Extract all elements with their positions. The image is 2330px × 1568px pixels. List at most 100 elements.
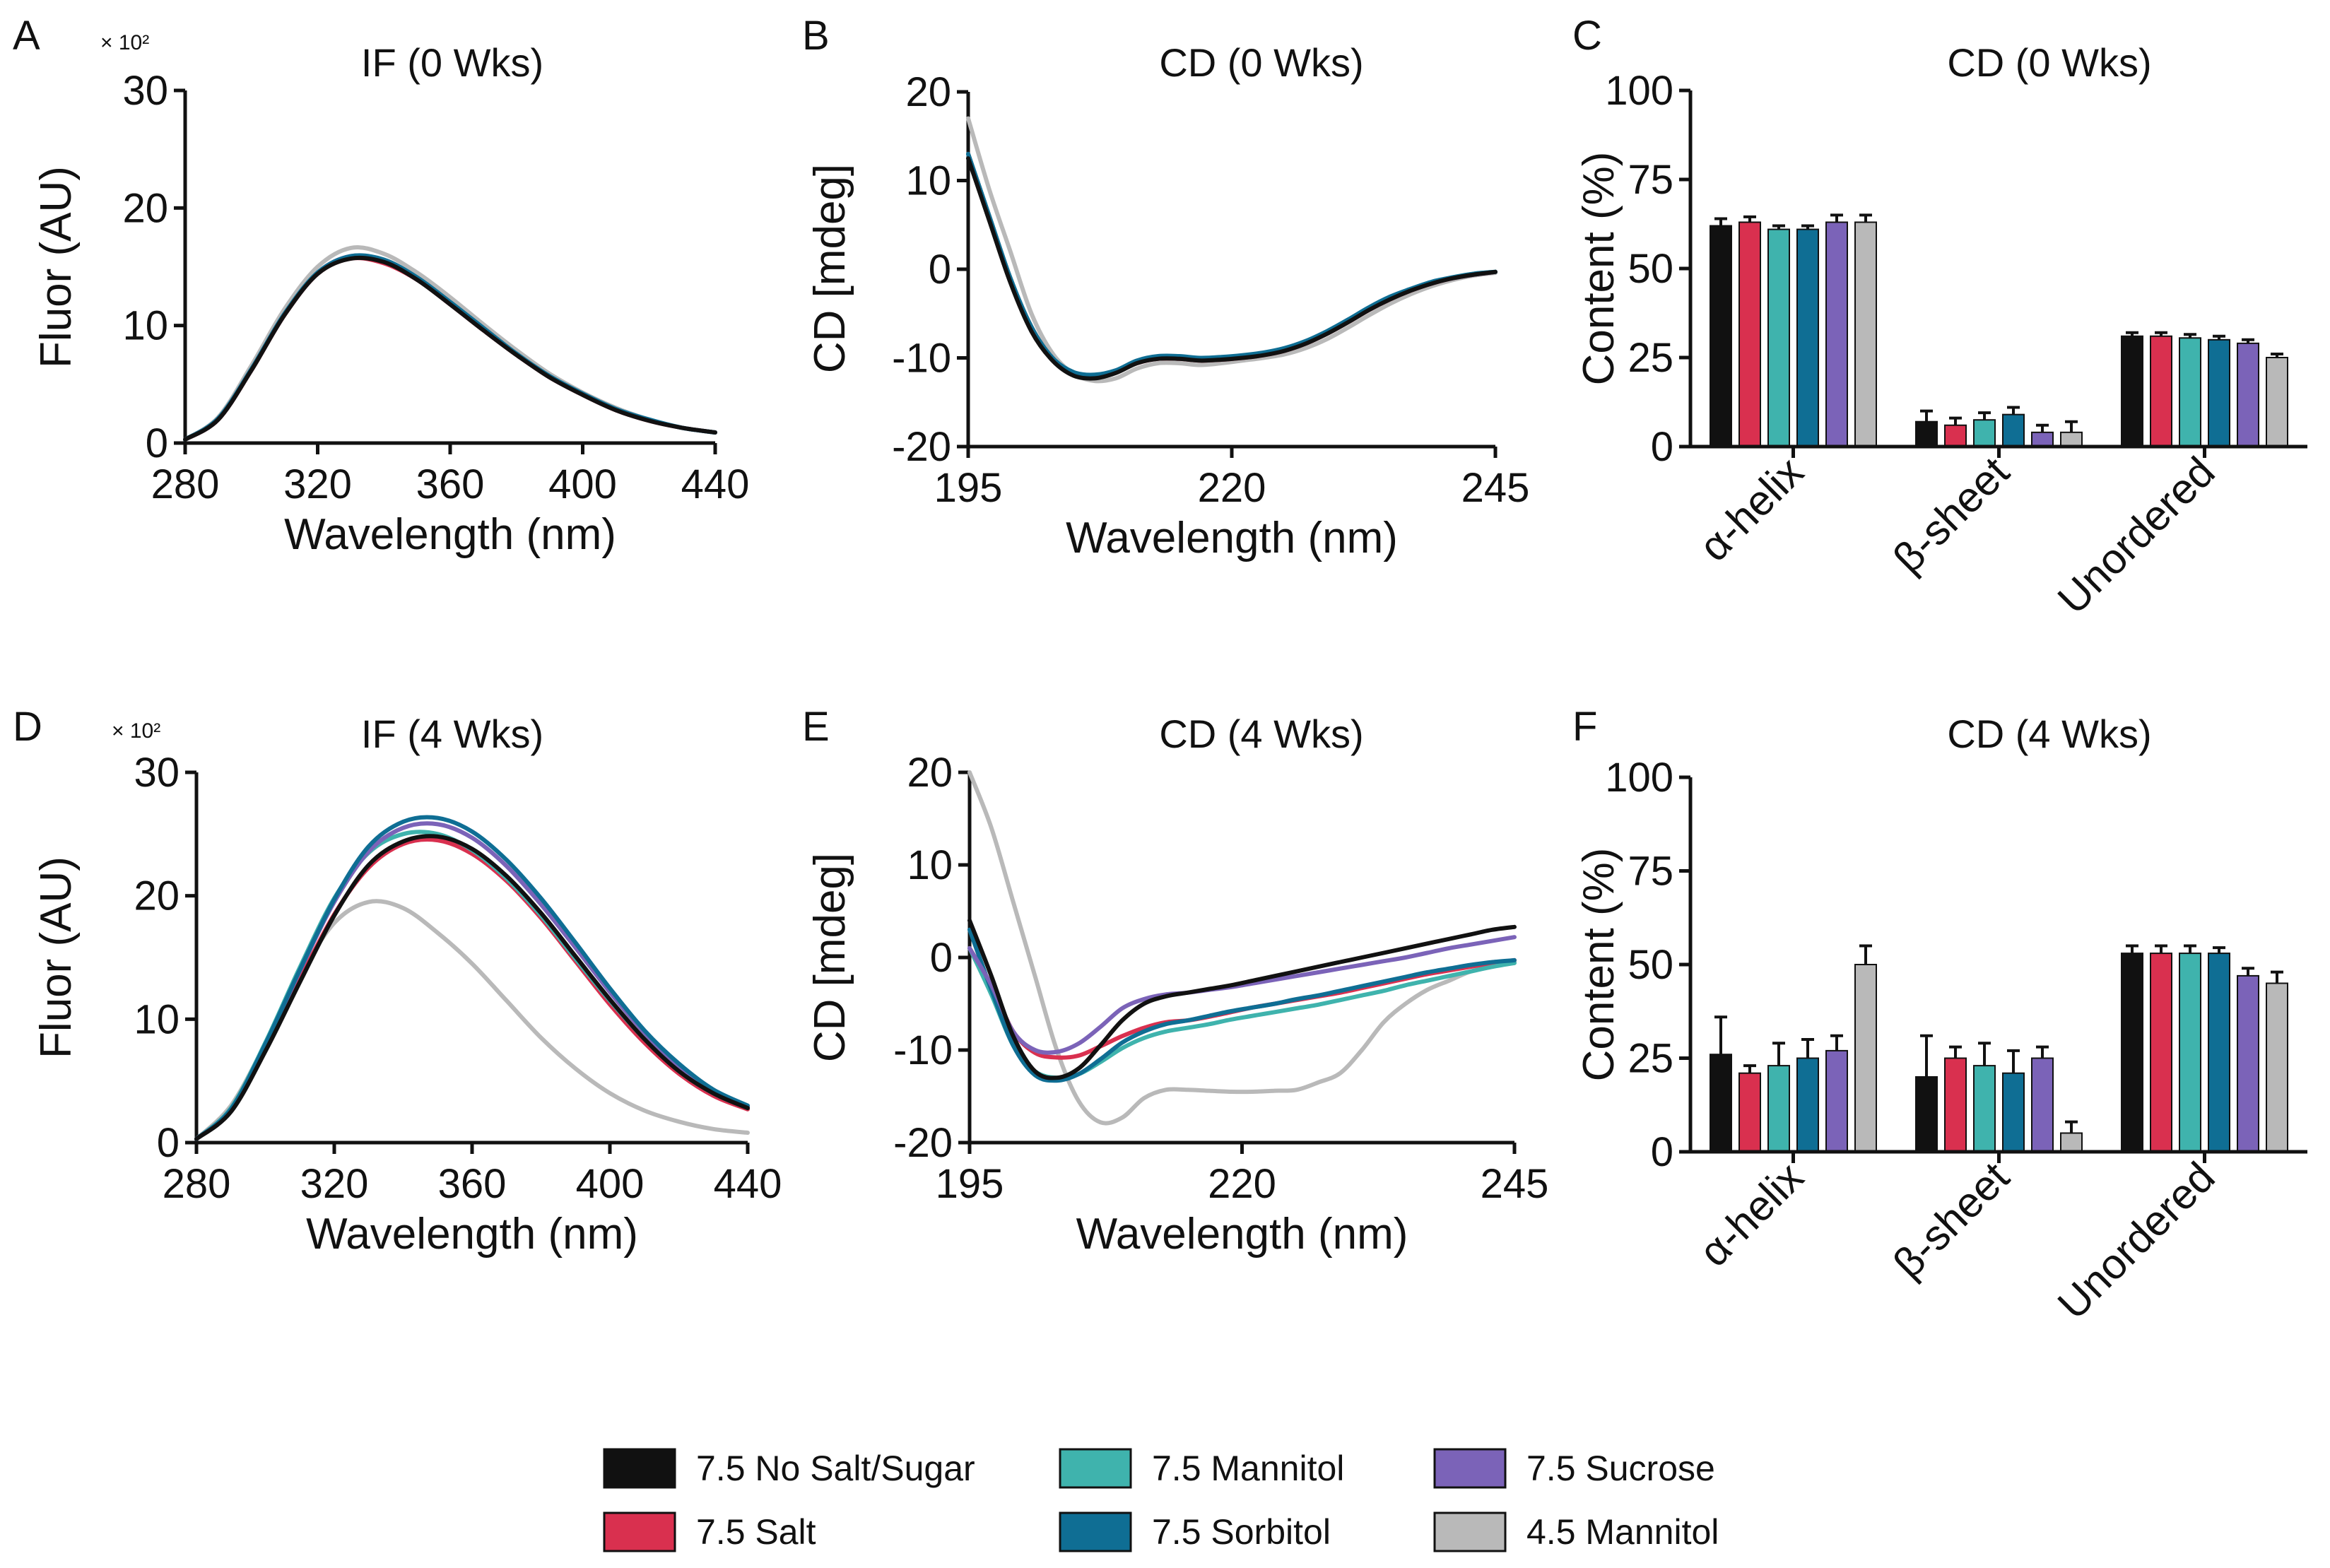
panel-e-y-tick-label: 10 <box>907 842 953 888</box>
panel-b-y-tick-label: 10 <box>905 158 951 204</box>
panel-f-bar-no_salt_sugar <box>1710 1054 1732 1153</box>
panel-a-x-axis-label: Wavelength (nm) <box>284 510 616 559</box>
legend-label-sorbitol: 7.5 Sorbitol <box>1152 1512 1331 1552</box>
panel-c-bar-no_salt_sugar <box>1710 225 1732 447</box>
panel-f-bar-sorbitol <box>2002 1072 2025 1153</box>
panel-e: E CD (4 Wks) CD [mdeg] -20 -10 0 10 20 195 220 245… <box>802 704 1548 1258</box>
panel-a-y-tick-label: 20 <box>122 185 168 231</box>
panel-b-x-axis-label: Wavelength (nm) <box>1066 514 1398 562</box>
panel-c-bar-sorbitol <box>2002 413 2025 448</box>
panel-f-bar-mannitol_45 <box>2060 1132 2083 1153</box>
panel-c-bar-mannitol_45 <box>1854 221 1877 447</box>
panel-f-y-tick-label: 100 <box>1605 755 1673 801</box>
panel-e-y-tick-label: -20 <box>893 1120 953 1166</box>
panel-c-bar-mannitol <box>2179 337 2201 447</box>
panel-d-series-line-sorbitol <box>194 815 750 1141</box>
panel-a-x-tick-label: 320 <box>283 461 352 507</box>
panel-c-bar-no_salt_sugar <box>1915 420 1938 447</box>
panel-e-series-line-mannitol_45 <box>967 770 1517 1126</box>
panel-a-y-tick-label: 10 <box>122 303 168 349</box>
panel-e-y-axis-label: CD [mdeg] <box>806 853 854 1062</box>
panel-c-y-tick-label: 75 <box>1628 157 1673 203</box>
panel-e-x-tick-label: 245 <box>1481 1161 1549 1207</box>
panel-b-y-tick-label: -20 <box>892 424 951 470</box>
legend-swatch-sucrose <box>1433 1448 1507 1489</box>
panel-c-bar-mannitol_45 <box>2060 431 2083 448</box>
panel-f-y-tick-label: 50 <box>1628 942 1673 988</box>
panel-a-y-tick-label: 30 <box>122 68 168 114</box>
panel-c-bar-salt <box>1944 424 1967 448</box>
panel-c-y-tick-label: 50 <box>1628 246 1673 292</box>
panel-c-bar-mannitol <box>1767 228 1790 447</box>
panel-e-x-axis-label: Wavelength (nm) <box>1076 1210 1408 1258</box>
panel-d-series-line-salt <box>194 837 750 1141</box>
panel-b-series-line-mannitol_45 <box>966 116 1498 384</box>
panel-b-x-tick-label: 220 <box>1198 465 1266 511</box>
panel-e-y-tick-label: 20 <box>907 750 953 796</box>
panel-d-x-tick-label: 320 <box>300 1161 369 1207</box>
panel-d-x-axis-label: Wavelength (nm) <box>306 1210 638 1258</box>
panel-d-y-tick-label: 30 <box>134 750 180 796</box>
panel-c-bar-sorbitol <box>2208 338 2230 447</box>
panel-c-bar-sucrose <box>1825 221 1848 447</box>
panel-d-x-tick-label: 360 <box>438 1161 507 1207</box>
panel-f-bar-mannitol_45 <box>1854 964 1877 1153</box>
panel-b-y-tick-label: -10 <box>892 336 951 382</box>
panel-e-x-tick-label: 220 <box>1208 1161 1276 1207</box>
panel-f-y-tick-label: 75 <box>1628 849 1673 895</box>
panel-f-letter: F <box>1572 704 1597 750</box>
panel-a-letter: A <box>13 13 40 59</box>
panel-d: D IF (4 Wks) × 10² Fluor (AU) 0 10 20 30 280 320 3… <box>13 704 782 1258</box>
panel-b-x-tick-label: 245 <box>1461 465 1530 511</box>
panel-a-x-tick-label: 400 <box>548 461 617 507</box>
panel-f-bar-salt <box>1738 1072 1761 1153</box>
panel-d-multiplier: × 10² <box>112 719 160 743</box>
panel-c-y-tick-label: 25 <box>1628 335 1673 381</box>
panel-f-category-label: Unordered <box>2049 1153 2224 1328</box>
panel-f-y-tick-label: 0 <box>1651 1129 1673 1175</box>
panel-c-title: CD (0 Wks) <box>1947 40 2151 85</box>
panel-f-bar-sorbitol <box>1796 1057 1819 1153</box>
panel-e-letter: E <box>802 704 830 750</box>
panel-d-y-tick-label: 20 <box>134 873 180 919</box>
panel-f-bar-no_salt_sugar <box>2121 953 2143 1153</box>
panel-f-title: CD (4 Wks) <box>1947 712 2151 756</box>
panel-f-y-tick-label: 25 <box>1628 1036 1673 1082</box>
panel-e-series-line-sucrose <box>967 935 1517 1055</box>
panel-d-y-tick-label: 10 <box>134 996 180 1042</box>
panel-c: C CD (0 Wks) Content (%) 0 25 50 75 100 α-helix β… <box>1572 13 2307 623</box>
panel-c-bar-mannitol <box>1973 419 1996 448</box>
panel-e-x-tick-label: 195 <box>936 1161 1004 1207</box>
panel-e-title: CD (4 Wks) <box>1159 712 1363 756</box>
legend-swatch-salt <box>603 1511 676 1552</box>
panel-b: B CD (0 Wks) CD [mdeg] -20 -10 0 10 20 195 220 245… <box>802 13 1529 562</box>
panel-f-bar-sucrose <box>1825 1049 1848 1153</box>
panel-c-bar-mannitol_45 <box>2266 357 2288 447</box>
legend-swatch-no_salt_sugar <box>603 1448 676 1489</box>
panel-a-x-tick-label: 440 <box>681 461 750 507</box>
panel-f-bar-sucrose <box>2237 974 2259 1153</box>
panel-b-y-tick-label: 0 <box>929 247 951 293</box>
panel-a-x-tick-label: 280 <box>151 461 220 507</box>
panel-e-series-line-no_salt_sugar <box>967 918 1517 1080</box>
panel-f-bar-mannitol <box>1973 1065 1996 1153</box>
panel-b-title: CD (0 Wks) <box>1159 40 1363 85</box>
panel-d-x-tick-label: 440 <box>714 1161 782 1207</box>
panel-c-y-tick-label: 0 <box>1651 424 1673 470</box>
panel-a-y-axis-label: Fluor (AU) <box>32 166 81 368</box>
panel-c-category-label: Unordered <box>2049 448 2224 623</box>
panel-f-bar-mannitol <box>2179 953 2201 1153</box>
panel-a-x-tick-label: 360 <box>416 461 485 507</box>
panel-d-letter: D <box>13 704 42 750</box>
panel-c-y-axis-label: Content (%) <box>1575 152 1623 386</box>
legend-label-mannitol: 7.5 Mannitol <box>1152 1449 1344 1488</box>
panel-c-y-tick-label: 100 <box>1605 68 1673 114</box>
panel-b-letter: B <box>802 13 830 59</box>
panel-d-series-line-mannitol <box>194 830 750 1141</box>
legend-label-no_salt_sugar: 7.5 No Salt/Sugar <box>696 1449 975 1488</box>
panel-c-bar-sucrose <box>2031 431 2054 448</box>
panel-c-bar-salt <box>1738 221 1761 447</box>
panel-f-bar-mannitol_45 <box>2266 982 2288 1153</box>
panel-d-series-line-no_salt_sugar <box>194 834 750 1141</box>
